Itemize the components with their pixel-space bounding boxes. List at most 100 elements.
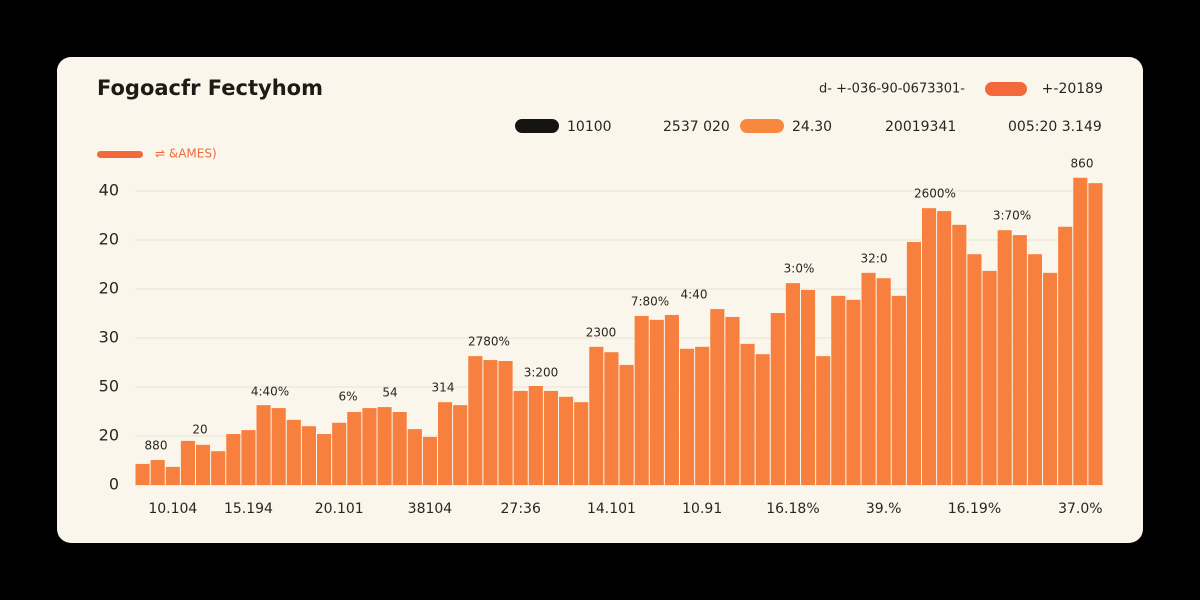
annotation: 54 (382, 386, 397, 400)
bar (332, 422, 347, 485)
x-tick-label: 38104 (408, 501, 453, 517)
bar (226, 434, 241, 485)
header-value: +-20189 (1042, 81, 1103, 97)
bar (241, 430, 256, 485)
y-tick-label: 0 (109, 475, 119, 494)
x-tick-label: 39.% (866, 501, 902, 517)
bar (801, 289, 816, 485)
annotation: 880 (145, 439, 168, 453)
bar (559, 396, 574, 485)
bar (680, 348, 695, 485)
y-tick-label: 50 (99, 377, 119, 396)
bar (589, 346, 604, 485)
bar (180, 440, 195, 485)
bar (906, 241, 921, 485)
x-tick-label: 16.19% (948, 501, 1001, 517)
bar (150, 460, 165, 485)
y-tick-label: 40 (99, 181, 119, 200)
bar (392, 411, 407, 485)
legend-label: 24.30 (792, 119, 832, 135)
bar (664, 314, 679, 485)
x-tick-label: 15.194 (224, 501, 273, 517)
bar (301, 426, 316, 485)
bar (967, 254, 982, 485)
legend-label: 005:20 3.149 (1008, 119, 1102, 135)
bar (725, 316, 740, 485)
bar (649, 319, 664, 485)
x-tick-label: 14.101 (587, 501, 636, 517)
bar (740, 343, 755, 485)
bar (407, 429, 422, 485)
bar (453, 405, 468, 485)
header-text: d- +-036-90-0673301- (819, 82, 965, 97)
bar (211, 451, 226, 485)
bar (1027, 254, 1042, 485)
annotation: 7:80% (631, 295, 669, 309)
x-tick-label: 27:36 (501, 501, 541, 517)
legend-label: 10100 (567, 119, 612, 135)
bar (513, 390, 528, 485)
bar (1088, 183, 1103, 485)
bar (438, 402, 453, 485)
bar (1043, 272, 1058, 485)
legend-swatch (740, 119, 784, 133)
annotation: 3:0% (784, 262, 815, 276)
annotation: 20 (192, 423, 207, 437)
bar (604, 352, 619, 485)
bar (317, 434, 332, 485)
annotation: 3:200 (524, 366, 559, 380)
bar (286, 419, 301, 485)
bar (785, 283, 800, 485)
x-tick-label: 10.91 (682, 501, 722, 517)
bar (135, 463, 150, 485)
annotation: 314 (432, 381, 455, 395)
bar (710, 309, 725, 485)
bar (846, 299, 861, 485)
x-tick-label: 37.0% (1058, 501, 1102, 517)
legend-label: 20019341 (885, 119, 956, 135)
bar (422, 436, 437, 485)
bar (861, 272, 876, 485)
legend-label: 2537 020 (663, 119, 730, 135)
series-swatch (97, 151, 143, 158)
bar (922, 208, 937, 485)
annotation: 860 (1071, 157, 1094, 171)
bar (528, 386, 543, 485)
annotation: 4:40% (251, 385, 289, 399)
bar (831, 295, 846, 485)
bar (165, 466, 180, 485)
bar (574, 402, 589, 485)
bar (196, 444, 211, 485)
annotation: 3:70% (993, 209, 1031, 223)
annotation: 2300 (586, 326, 617, 340)
bar (256, 405, 271, 485)
bar (1012, 235, 1027, 485)
bar (468, 356, 483, 485)
bar (937, 211, 952, 485)
bar (1073, 177, 1088, 485)
x-tick-label: 20.101 (315, 501, 364, 517)
bar (816, 356, 831, 485)
y-tick-label: 20 (99, 426, 119, 445)
annotation: 4:40 (681, 288, 708, 302)
bar (634, 315, 649, 485)
bar (619, 364, 634, 485)
y-tick-label: 20 (99, 279, 119, 298)
bar (695, 346, 710, 485)
bar (755, 354, 770, 485)
bar (362, 408, 377, 485)
bar (770, 313, 785, 485)
y-tick-label: 20 (99, 230, 119, 249)
bar (876, 278, 891, 485)
bar (271, 408, 286, 485)
x-tick-label: 10.104 (148, 501, 197, 517)
chart-title: Fogoacfr Fectyhom (97, 76, 323, 100)
bar (982, 270, 997, 485)
bar (483, 360, 498, 485)
annotation: 6% (338, 390, 357, 404)
bar (891, 295, 906, 485)
annotation: 2600% (914, 187, 956, 201)
bar (498, 361, 513, 485)
x-tick-label: 16.18% (766, 501, 819, 517)
